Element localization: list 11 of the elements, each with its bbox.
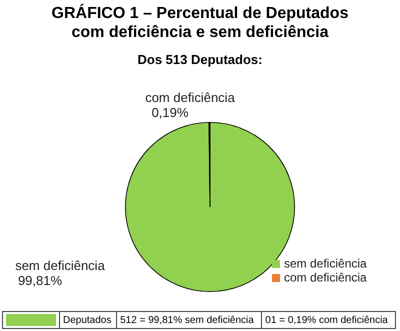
text: Deputados	[60, 312, 117, 328]
data-label: 0,19%	[152, 105, 189, 120]
slice-label: sem deficiência	[15, 258, 106, 274]
text: 512 = 99,81% sem deficiência	[116, 312, 262, 328]
slice-label: com deficiência	[145, 90, 236, 106]
chart-subtitle: Dos 513 Deputados:	[136, 52, 264, 67]
data-label: 99,81%	[18, 273, 62, 288]
legend-label: com deficiência	[284, 270, 368, 284]
legend-label: sem deficiência	[284, 256, 368, 270]
text: 01 = 0,19% com deficiência	[262, 312, 396, 328]
chart-title: GRÁFICO 1 – Percentual de Deputados com deficiência e sem deficiência	[50, 4, 350, 42]
